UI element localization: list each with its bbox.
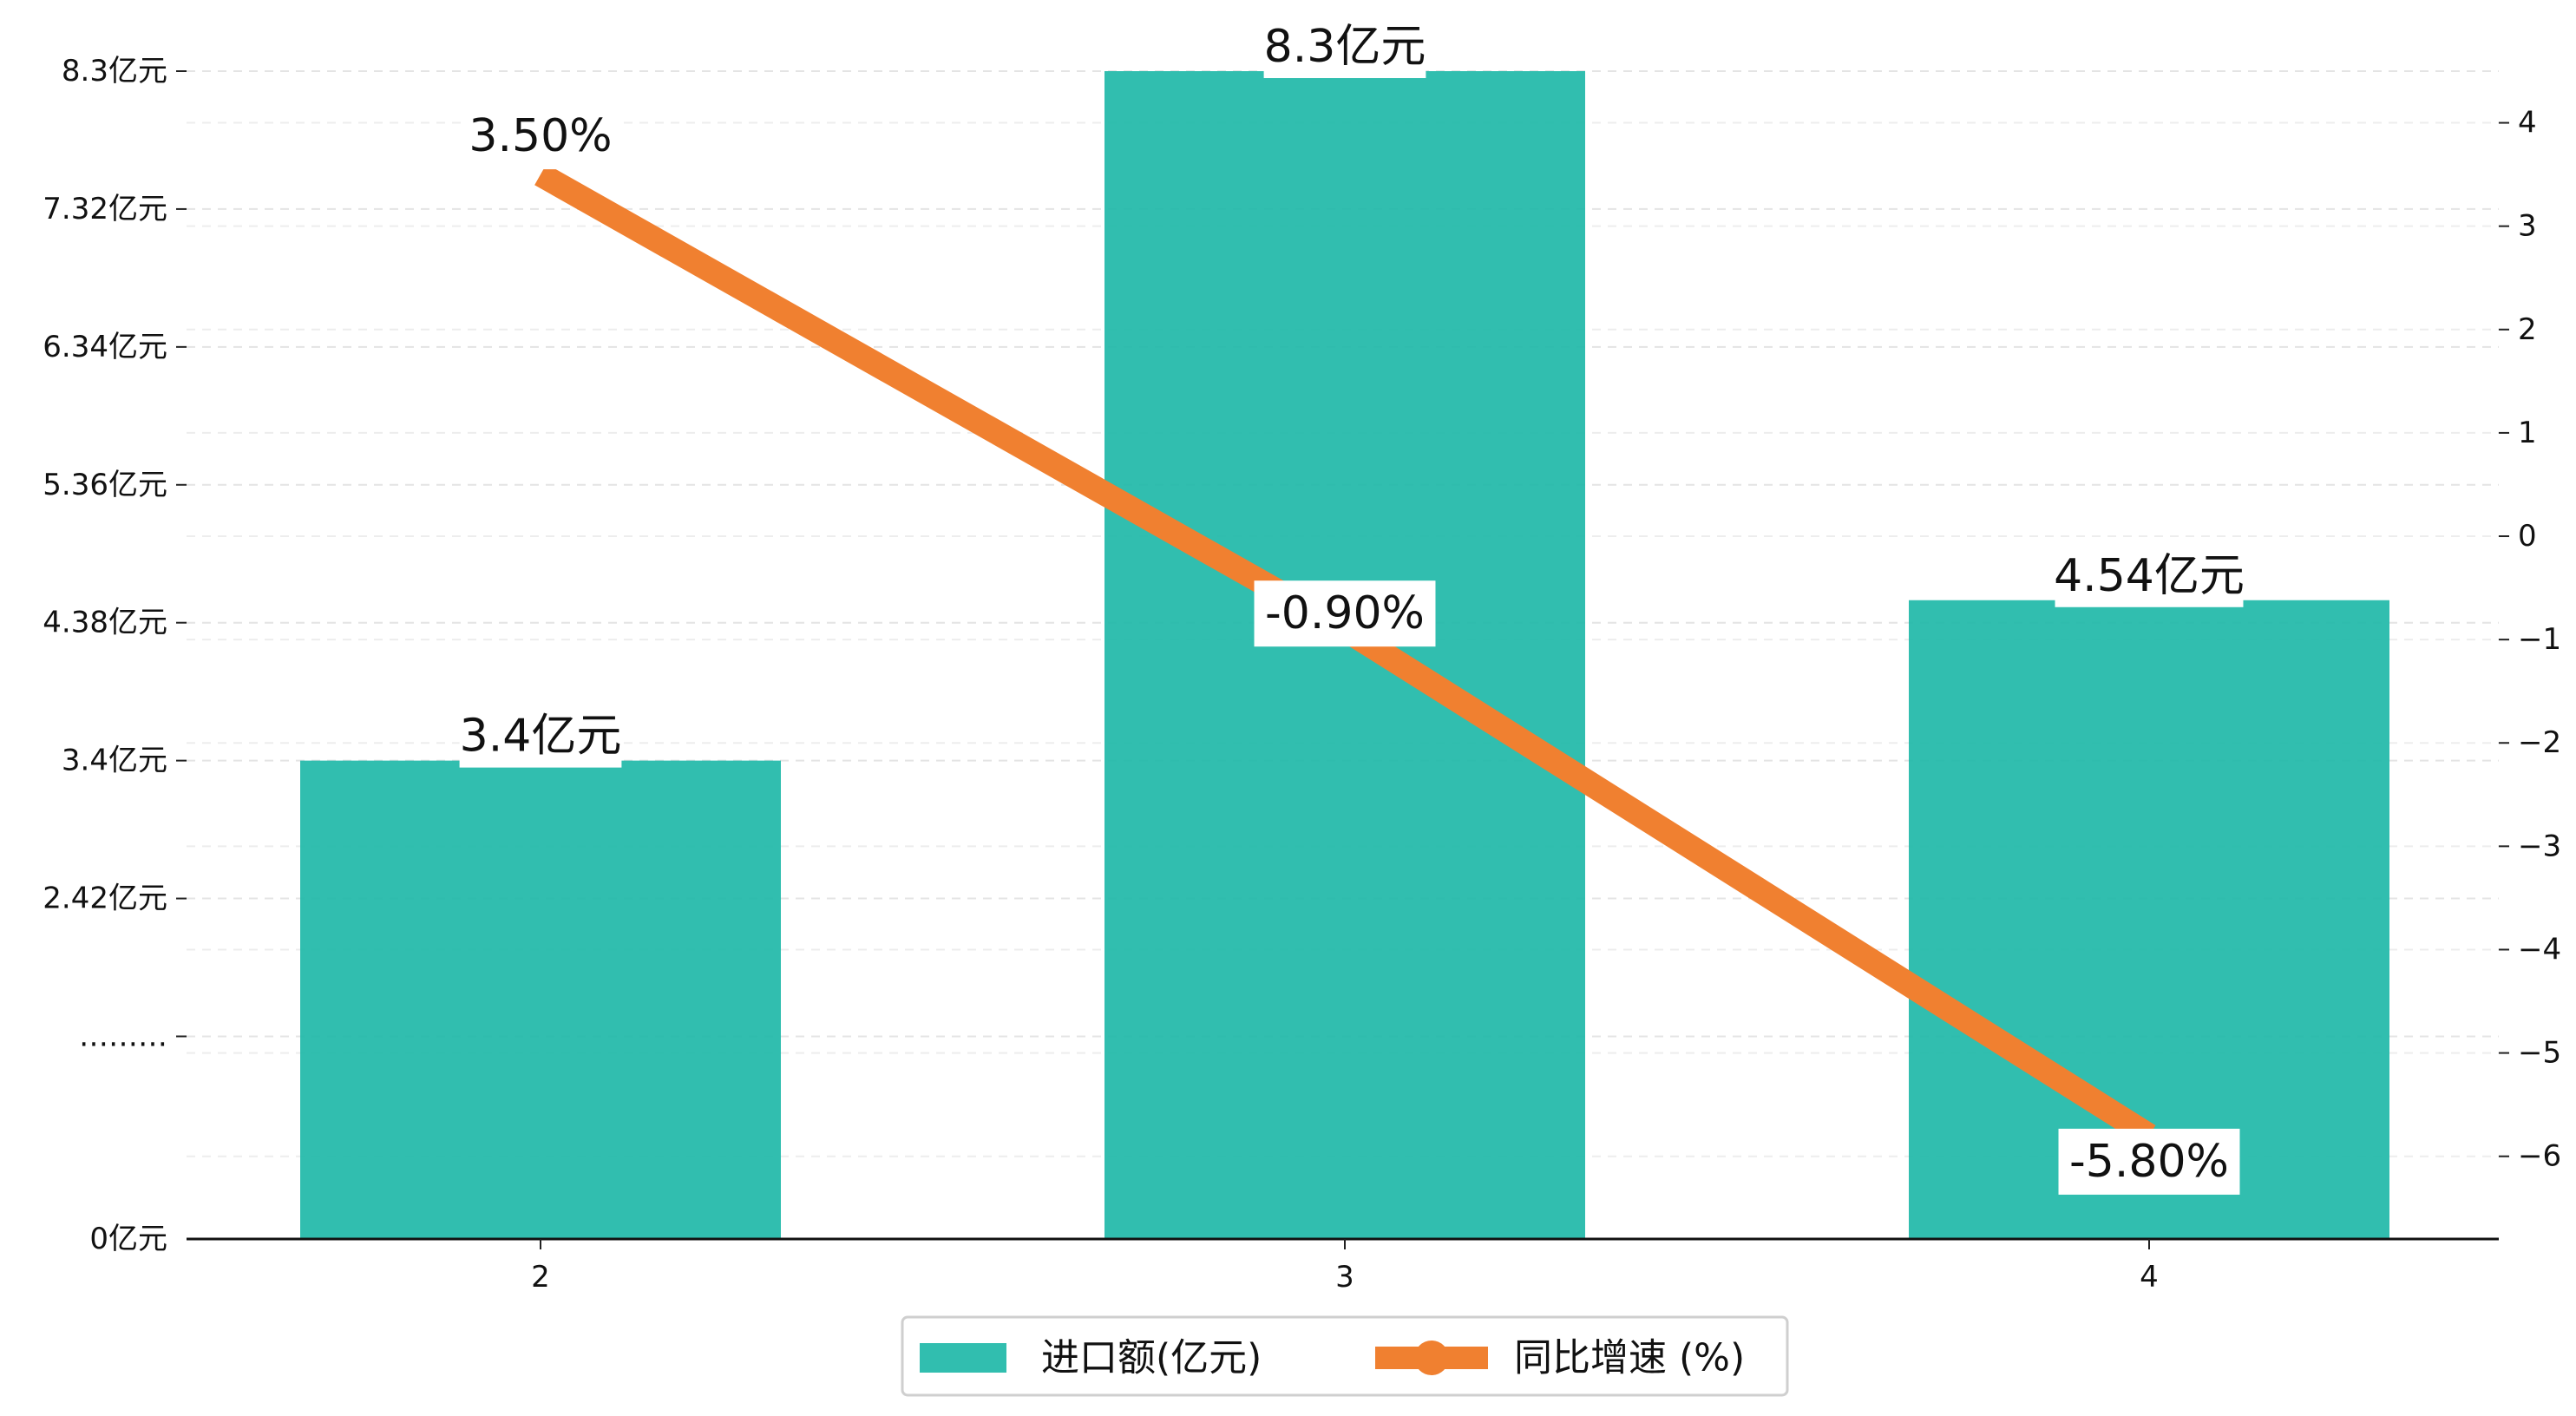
right-tick-label-9: 3: [2518, 209, 2537, 244]
right-tick-label-8: 2: [2518, 312, 2537, 347]
legend-line-marker: [1414, 1341, 1449, 1375]
right-tick-label-5: −1: [2518, 622, 2561, 657]
x-tick-label-2: 2: [531, 1260, 550, 1295]
bar-label-3: 8.3亿元: [1264, 21, 1426, 73]
bar-label-3-bg: [1263, 16, 1426, 78]
left-tick-label-2: 2.42亿元: [43, 882, 167, 916]
right-tick-label-4: −2: [2518, 725, 2561, 760]
left-tick-label-8: 8.3亿元: [62, 54, 167, 88]
bar-label-2: 3.4亿元: [460, 711, 622, 763]
left-tick-label-1: ………: [79, 1019, 167, 1053]
left-tick-label-7: 7.32亿元: [43, 192, 167, 226]
right-tick-label-0: −6: [2518, 1139, 2561, 1174]
bar-2: [300, 760, 781, 1239]
bar-label-2-bg: [459, 705, 622, 768]
right-tick-label-1: −5: [2518, 1036, 2561, 1071]
line-label-3: -0.90%: [1265, 587, 1425, 639]
line-label-2: 3.50%: [469, 110, 612, 162]
right-tick-label-6: 0: [2518, 519, 2537, 554]
legend-bar-swatch: [920, 1343, 1006, 1373]
right-tick-label-10: 4: [2518, 106, 2537, 141]
legend-line-label: 同比增速 (%): [1514, 1336, 1745, 1380]
legend-bar-label: 进口额(亿元): [1041, 1336, 1262, 1380]
right-tick-label-7: 1: [2518, 416, 2537, 450]
x-tick-label-4: 4: [2140, 1260, 2159, 1295]
right-tick-label-3: −3: [2518, 829, 2561, 863]
left-tick-label-6: 6.34亿元: [43, 330, 167, 364]
bar-label-4: 4.54亿元: [2054, 550, 2245, 602]
line-label-2-bg: [462, 103, 619, 170]
left-tick-label-3: 3.4亿元: [62, 744, 167, 778]
x-tick-label-3: 3: [1335, 1260, 1354, 1295]
line-label-3-bg: [1254, 580, 1436, 647]
line-label-4: -5.80%: [2069, 1136, 2229, 1188]
left-tick-label-5: 5.36亿元: [43, 468, 167, 502]
right-tick-label-2: −4: [2518, 932, 2561, 967]
bar-3: [1104, 71, 1585, 1239]
left-tick-label-0: 0亿元: [89, 1222, 167, 1256]
line-label-4-bg: [2058, 1128, 2240, 1195]
left-tick-label-4: 4.38亿元: [43, 606, 167, 640]
legend-box: [901, 1315, 1789, 1397]
bar-label-4-bg: [2055, 544, 2244, 607]
